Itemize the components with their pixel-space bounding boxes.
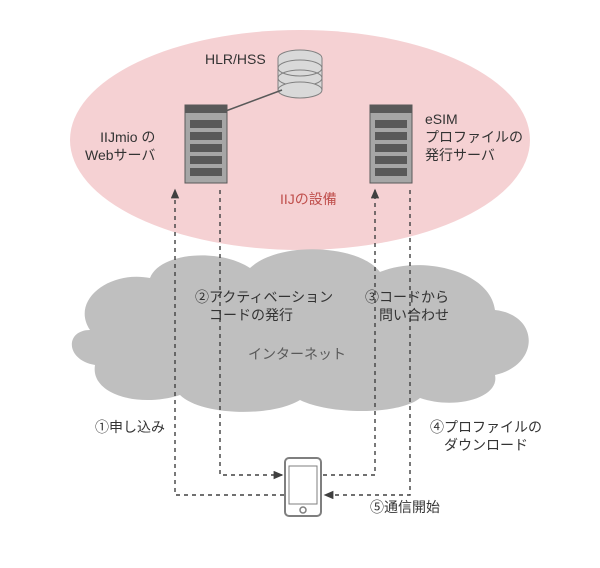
cloud-label: インターネット: [248, 345, 346, 363]
esim-server-label: eSIM プロファイルの 発行サーバ: [425, 110, 523, 165]
iij-equipment-label: IIJの設備: [280, 190, 337, 208]
step-5-label: ⑤通信開始: [370, 498, 440, 516]
smartphone-icon: [285, 458, 321, 516]
step-3-label: ③コードから 問い合わせ: [365, 288, 449, 324]
step-4-label: ④プロファイルの ダウンロード: [430, 418, 542, 454]
esim-server-rack: [370, 105, 412, 183]
step-2-label: ②アクティベーション コードの発行: [195, 288, 333, 324]
cloud-internet: [72, 249, 529, 412]
diagram-svg: [0, 0, 600, 568]
step-1-label: ①申し込み: [95, 418, 165, 436]
hlr-hss-db: [278, 50, 322, 98]
web-server-rack: [185, 105, 227, 183]
hlr-hss-label: HLR/HSS: [205, 50, 266, 68]
diagram-canvas: HLR/HSS IIJmio の Webサーバ eSIM プロファイルの 発行サ…: [0, 0, 600, 568]
web-server-label: IIJmio の Webサーバ: [85, 128, 155, 164]
